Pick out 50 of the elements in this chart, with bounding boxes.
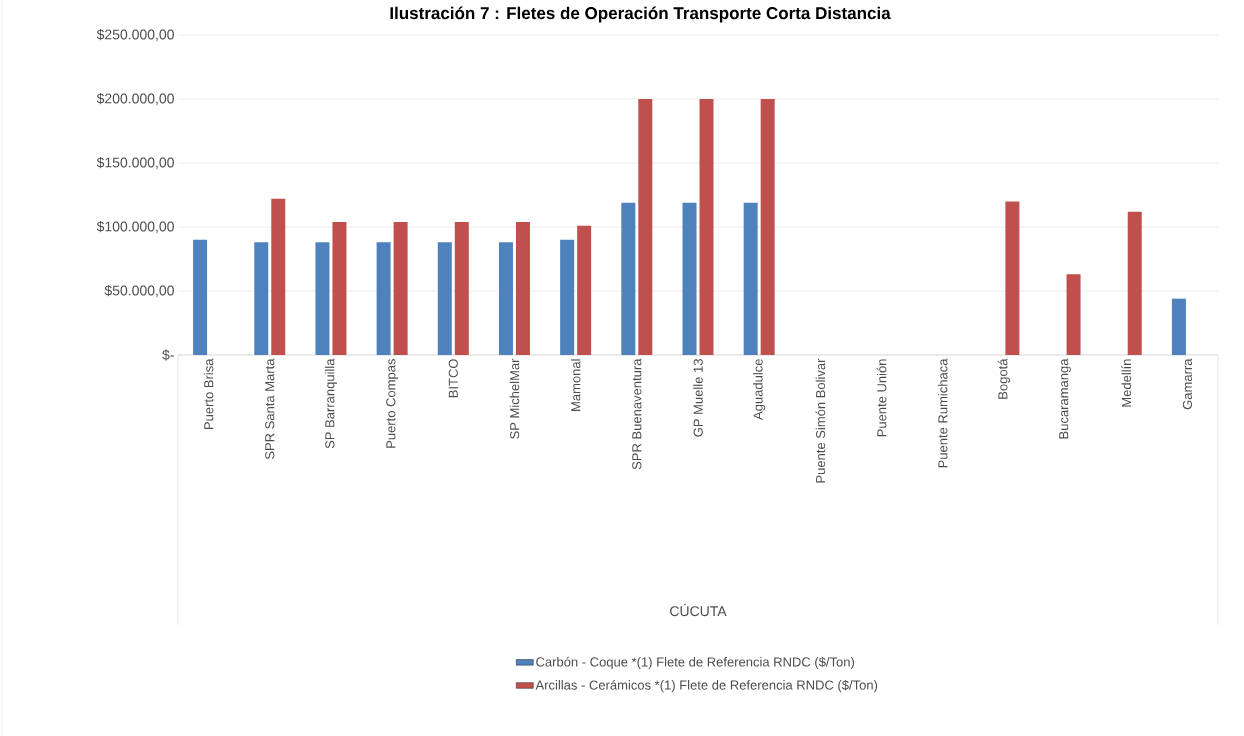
- bar: [682, 202, 697, 355]
- x-tick-label: SPR Santa Marta: [265, 358, 275, 460]
- bar: [743, 202, 758, 355]
- x-tick-label: BITCO: [448, 359, 458, 398]
- bar: [560, 239, 575, 355]
- x-tick-label: SPR Buenaventura: [632, 358, 642, 470]
- bar: [1171, 298, 1186, 355]
- y-tick-label: $50.000,00: [104, 284, 174, 298]
- legend-label: Arcillas - Cerámicos *(1) Flete de Referencia RNDC ($/Ton): [535, 679, 878, 693]
- bar: [393, 221, 408, 355]
- x-tick-label: Mamonal: [570, 359, 581, 411]
- bar: [315, 242, 330, 355]
- bar: [193, 239, 208, 355]
- bar: [271, 198, 286, 355]
- x-tick-label: Medellín: [1121, 359, 1132, 407]
- x-tick-label: SP MichelMar: [509, 358, 520, 439]
- bar: [621, 202, 636, 355]
- x-tick-label: Aguadulce: [753, 359, 766, 420]
- x-tick-label: GP Muelle 13: [693, 359, 703, 437]
- x-tick-label: Puente Simón Bolivar: [815, 358, 826, 483]
- text: CÚCUTA: [670, 603, 727, 617]
- bar: [332, 221, 347, 355]
- y-tick-label: $150.000,00: [96, 156, 174, 170]
- chart-title: Ilustración 7 : Fletes de Operación Transporte Corta Distancia: [390, 6, 891, 23]
- bar: [577, 225, 592, 355]
- bar: [376, 242, 391, 355]
- x-tick-label: SP Barranquilla: [324, 358, 337, 449]
- y-tick-label: $-: [162, 349, 174, 361]
- legend-label: Carbón - Coque *(1) Flete de Referencia RNDC ($/Ton): [536, 656, 855, 670]
- y-tick-label: $100.000,00: [96, 220, 174, 234]
- x-tick-label: Bogotá: [997, 358, 1011, 399]
- bar: [498, 242, 513, 355]
- bar: [699, 98, 714, 355]
- x-tick-label: Puerto Compas: [386, 359, 399, 448]
- bar: [454, 221, 469, 355]
- x-tick-label: Gamarra: [1182, 358, 1193, 410]
- bar: [1066, 274, 1081, 355]
- bar: [515, 221, 530, 355]
- x-tick-label: Puerto Brisa: [203, 358, 214, 429]
- y-tick-label: $250.000,00: [96, 28, 174, 42]
- bar: [1005, 201, 1020, 355]
- bar: [638, 98, 653, 355]
- x-tick-label: Bucaramanga: [1059, 358, 1071, 439]
- x-tick-label: Puente Unión: [876, 359, 887, 437]
- bar: [254, 242, 269, 355]
- x-tick-label: Puente Rumichaca: [937, 358, 948, 468]
- y-tick-label: $200.000,00: [96, 92, 174, 106]
- bar: [760, 98, 775, 355]
- bar: [1127, 211, 1142, 355]
- bar: [437, 242, 452, 355]
